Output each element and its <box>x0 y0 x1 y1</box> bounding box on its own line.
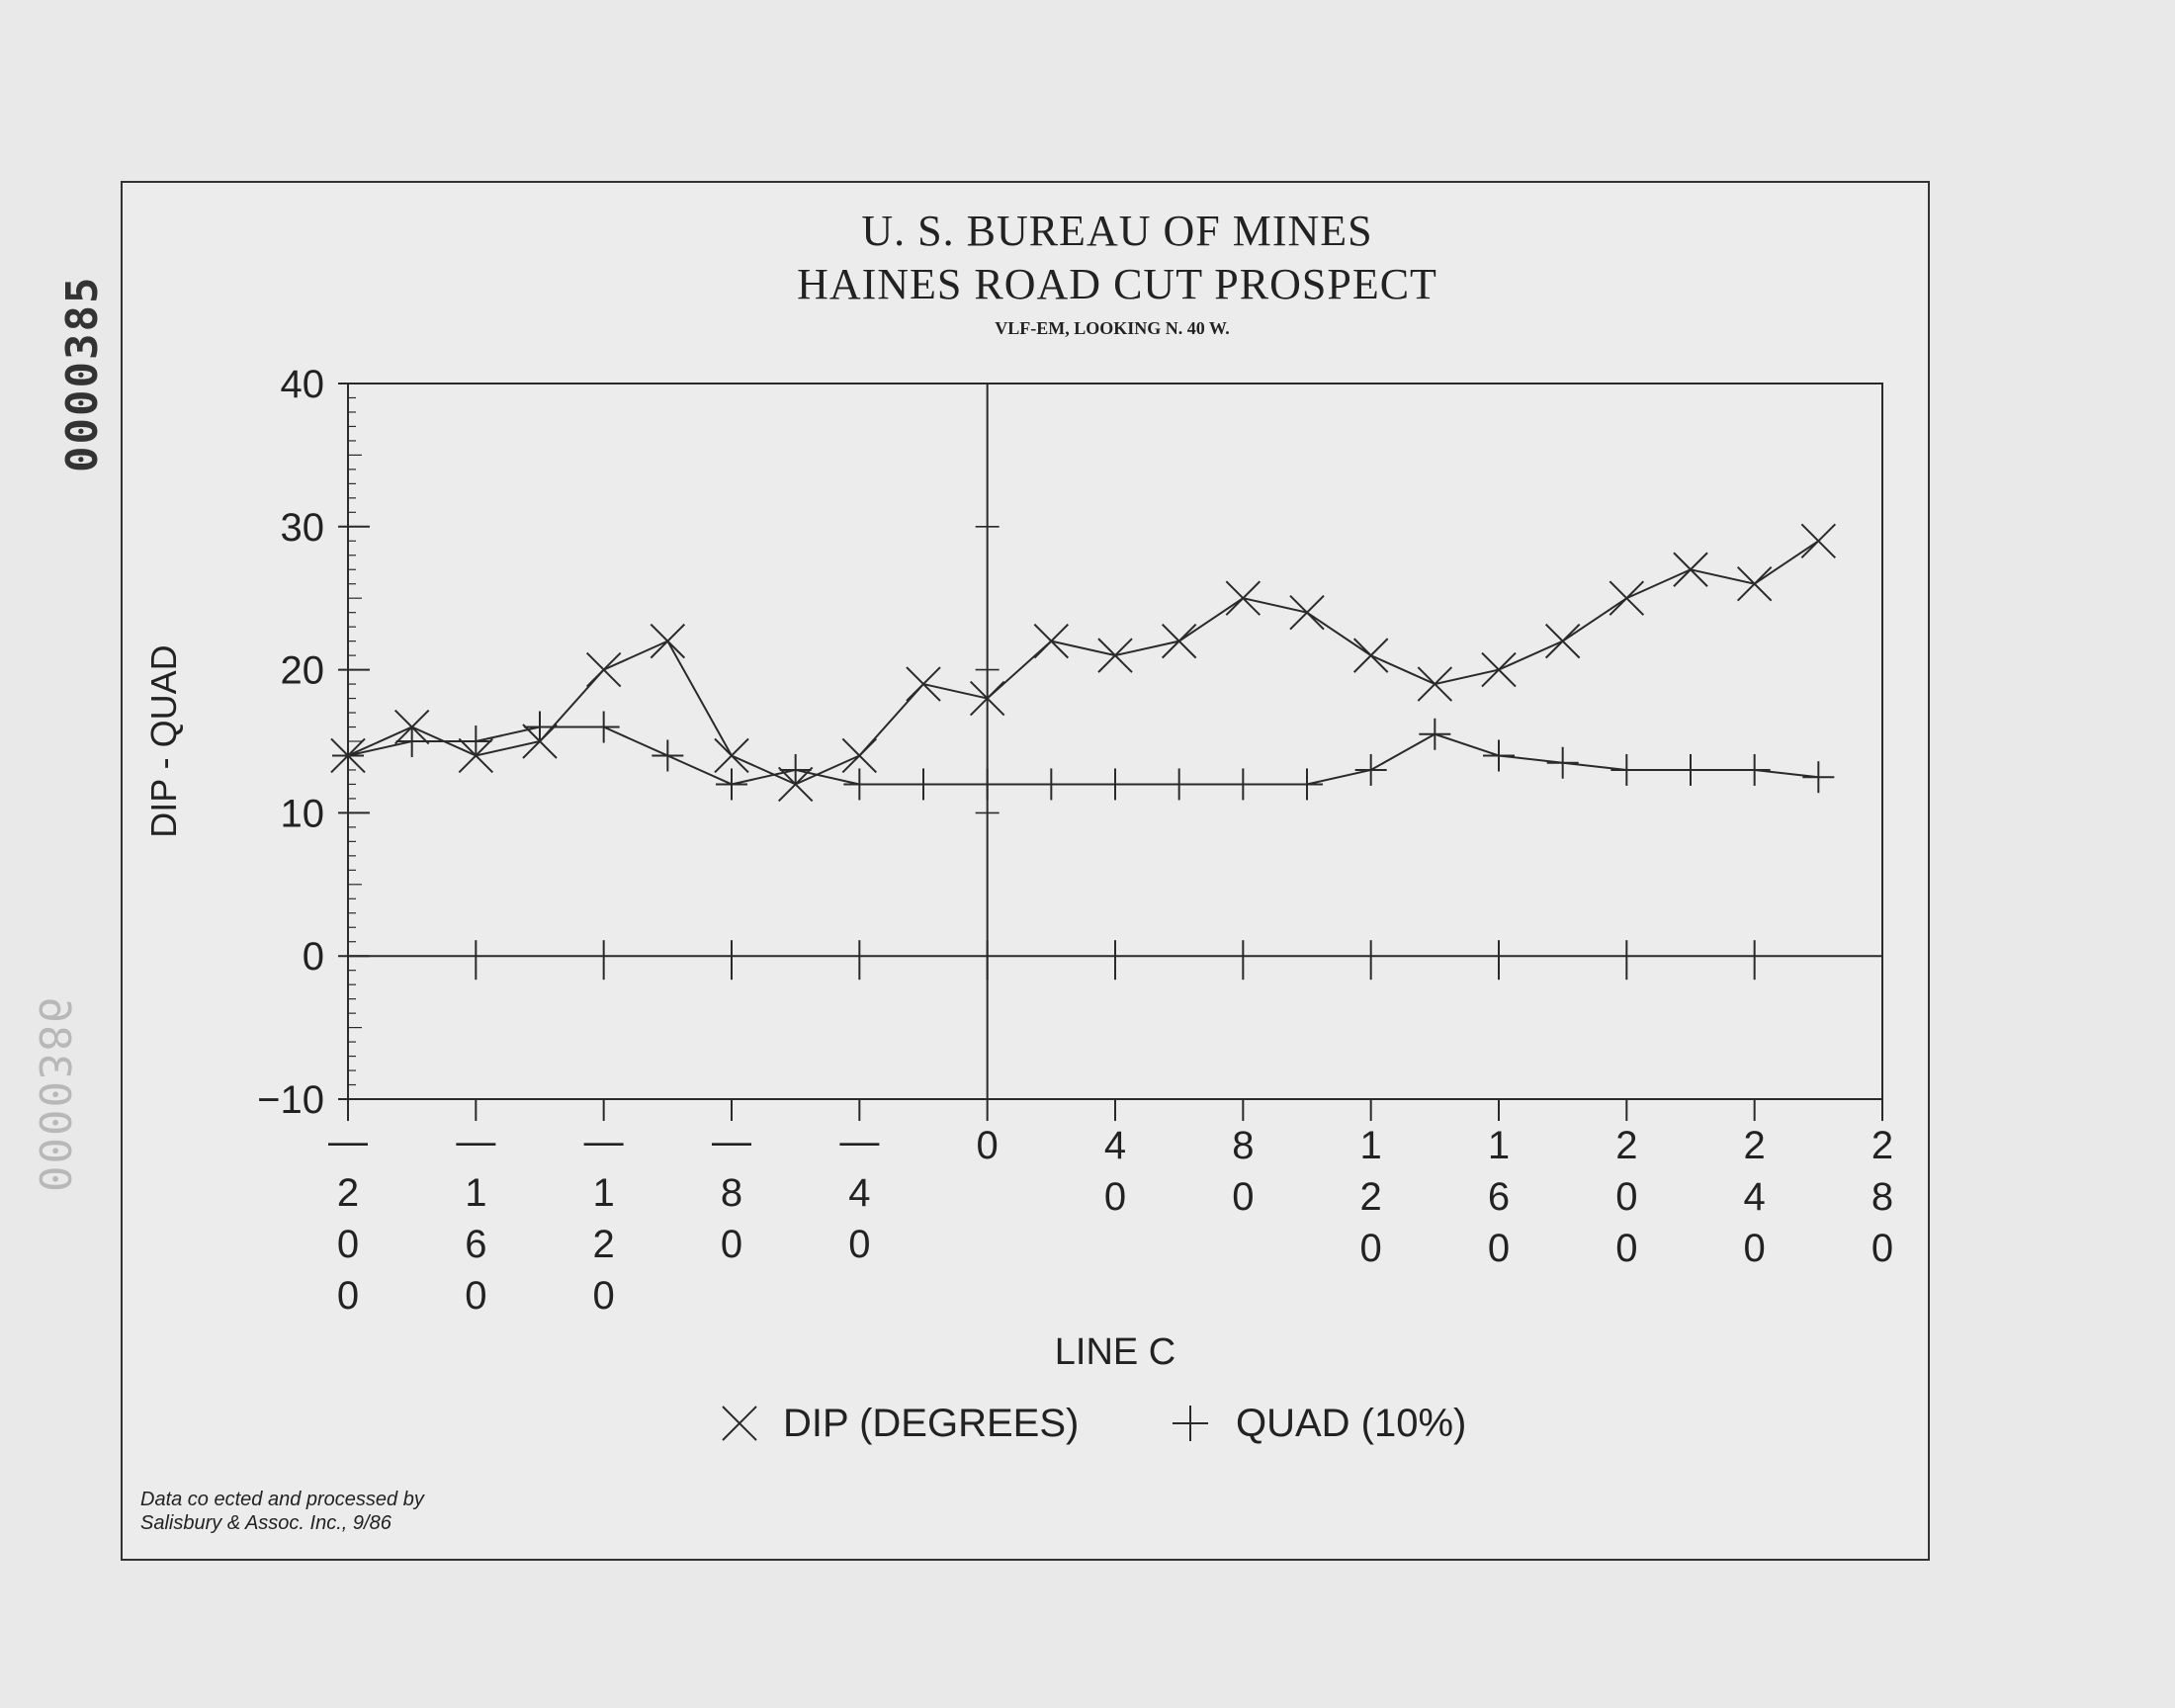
quad-point <box>908 768 939 801</box>
x-tick-label: —1 6 0 <box>456 1120 495 1318</box>
series-group <box>330 523 1837 803</box>
quad-point <box>1419 718 1451 750</box>
quad-point <box>1163 768 1195 801</box>
dip-point <box>906 666 941 702</box>
y-tick-label: −10 <box>257 1078 324 1122</box>
chart-subtitle-small: VLF-EM, LOOKING N. 40 W. <box>995 318 1230 338</box>
credit-line-1: Data co ected and processed by <box>140 1489 424 1510</box>
dip-point <box>1417 666 1453 702</box>
quad-point <box>1099 768 1131 801</box>
x-tick-label: 0 <box>977 1124 999 1167</box>
dip-point <box>1544 623 1581 659</box>
quad-point <box>1227 768 1260 801</box>
quad-point <box>1291 768 1323 801</box>
chart-frame <box>121 181 1930 1561</box>
quad-point <box>716 768 747 801</box>
dip-point <box>1161 623 1197 659</box>
dip-point <box>969 680 1005 717</box>
quad-point <box>652 739 684 772</box>
quad-point <box>332 739 364 772</box>
quad-point <box>1802 761 1835 794</box>
dip-point <box>1736 566 1773 602</box>
y-tick-label: 10 <box>281 792 325 835</box>
legend-marker-quad <box>1173 1406 1208 1441</box>
dip-point <box>650 623 686 659</box>
quad-point <box>1675 753 1706 786</box>
quad-point <box>843 768 876 801</box>
chart-subtitle: HAINES ROAD CUT PROSPECT <box>797 260 1437 308</box>
x-tick-label: —4 0 <box>839 1120 879 1266</box>
legend-x-marker <box>722 1406 757 1441</box>
x-tick-label: —1 2 0 <box>584 1120 624 1318</box>
plot-area-border <box>347 383 1883 1100</box>
dip-point <box>1097 638 1133 673</box>
legend: DIP (DEGREES) QUAD (10%) <box>722 1402 1466 1445</box>
quad-point <box>1035 768 1068 801</box>
dip-point <box>1609 580 1645 616</box>
dip-point <box>1225 580 1262 616</box>
dip-point <box>1673 552 1708 587</box>
quad-point <box>1354 753 1387 786</box>
dip-point <box>1800 523 1837 558</box>
x-tick-label: —2 0 0 <box>328 1120 368 1318</box>
x-axis-label: LINE C <box>1055 1331 1175 1373</box>
quad-point <box>779 753 812 786</box>
y-axis-label: DIP - QUAD <box>143 644 184 837</box>
credit-note: Data co ected and processed by Salisbury… <box>140 1488 424 1535</box>
y-tick-label: 30 <box>281 506 325 550</box>
dip-point <box>1289 594 1325 631</box>
quad-point <box>1610 753 1643 786</box>
dip-point <box>714 737 749 774</box>
dip-point <box>841 737 878 774</box>
quad-point <box>1483 739 1515 772</box>
y-tick-label: 40 <box>281 363 325 406</box>
quad-point <box>524 711 556 743</box>
legend-plus-marker <box>1173 1406 1208 1441</box>
axes-group: 40 30 20 10 0 −10— 2 0 0 — 1 6 0 — 1 2 0 — 8 0 — 4 0 0 4 0 8 0 1 2 0 1 6… <box>257 363 1893 1318</box>
quad-point <box>971 768 1003 801</box>
dip-point <box>1033 623 1070 659</box>
legend-label-quad: QUAD (10%) <box>1236 1402 1466 1445</box>
quad-point <box>1546 746 1579 779</box>
legend-marker-dip <box>722 1406 757 1441</box>
dip-point <box>1352 638 1389 673</box>
quad-point <box>587 711 620 743</box>
credit-line-2: Salisbury & Assoc. Inc., 9/86 <box>140 1512 392 1534</box>
quad-point <box>460 726 492 757</box>
y-tick-label: 20 <box>281 649 325 693</box>
chart-title: U. S. BUREAU OF MINES <box>861 207 1372 255</box>
x-tick-label: —8 0 <box>712 1120 751 1266</box>
legend-label-dip: DIP (DEGREES) <box>783 1402 1079 1445</box>
quad-point <box>395 726 428 757</box>
dip-point <box>585 651 622 688</box>
quad-series-line <box>347 726 1819 786</box>
dip-point <box>1481 651 1517 688</box>
quad-point <box>1738 753 1771 786</box>
y-tick-label: 0 <box>303 935 324 979</box>
dip-series-line <box>347 540 1819 786</box>
